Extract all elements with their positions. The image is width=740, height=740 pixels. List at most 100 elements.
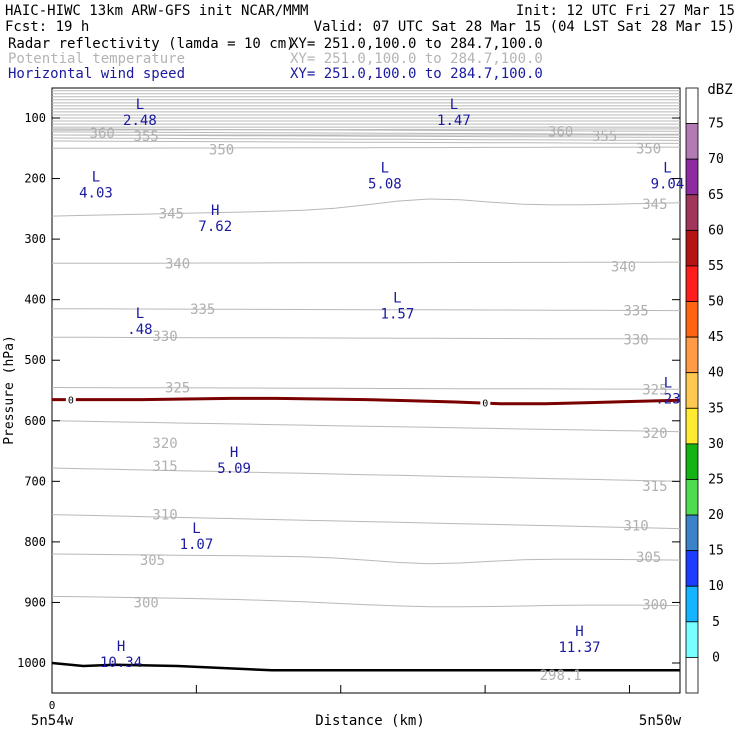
colorbar-level-label: 25 xyxy=(708,472,724,487)
theta-label: 298.1 xyxy=(540,668,582,684)
y-tick-label: 200 xyxy=(24,172,46,186)
colorbar-level-label: 60 xyxy=(708,223,724,238)
wind-extremum-kind: L xyxy=(393,291,401,307)
y-tick-label: 800 xyxy=(24,535,46,549)
zero-label-bg xyxy=(65,393,76,405)
plot-area: 360 355 350 345 340 335 330 325 320 315 310 305 300 3… xyxy=(17,87,685,694)
theta-label: 310 xyxy=(152,508,177,524)
theta-label: 360 xyxy=(90,126,115,142)
chart-title: HAIC-HIWC 13km ARW-GFS init NCAR/MMM xyxy=(5,3,308,19)
colorbar-swatch xyxy=(685,123,699,160)
theta-contour-line xyxy=(51,336,681,340)
colorbar-swatch xyxy=(685,372,699,409)
wind-extremum-kind: H xyxy=(230,445,238,461)
colorbar-swatch xyxy=(685,194,699,231)
colorbar-swatch xyxy=(685,229,699,267)
theta-contour-line xyxy=(52,261,681,264)
colorbar-level-label: 10 xyxy=(708,579,724,594)
colorbar-level-label: 70 xyxy=(708,152,724,167)
zero-contour-label: 0 xyxy=(482,399,488,410)
theta-contour-line xyxy=(51,128,681,132)
theta-contour-line xyxy=(51,131,681,135)
colorbar-swatch xyxy=(685,443,699,480)
field-name-theta: Potential temperature xyxy=(8,51,185,67)
theta-contour-line xyxy=(51,198,681,217)
zero-label-bg xyxy=(480,396,491,408)
theta-contour-line xyxy=(52,128,681,131)
theta-label: 315 xyxy=(642,479,667,495)
field-xy-theta: XY= 251.0,100.0 to 284.7,100.0 xyxy=(290,51,543,67)
wind-extremum-value: 1.47 xyxy=(437,113,471,129)
x-left-label: 5n54w xyxy=(31,713,74,729)
theta-label: 300 xyxy=(642,597,667,613)
colorbar-level-label: 50 xyxy=(708,295,724,310)
theta-contour-line xyxy=(51,387,681,390)
y-tick-label: 900 xyxy=(24,595,46,609)
terrain-line xyxy=(51,661,680,672)
y-tick-label: 400 xyxy=(24,293,46,307)
colorbar-level-label: 75 xyxy=(708,117,724,132)
theta-label: 340 xyxy=(611,259,636,275)
colorbar-swatch xyxy=(685,621,699,658)
zero-contour-label: 0 xyxy=(68,396,74,407)
wind-extremum-value: 1.57 xyxy=(381,307,415,323)
colorbar-swatch xyxy=(685,407,699,445)
colorbar-swatch xyxy=(685,87,699,124)
colorbar-swatch xyxy=(685,657,699,694)
colorbar-level-label: 55 xyxy=(708,259,724,274)
wind-extremum-value: 4.03 xyxy=(79,186,113,202)
forecast-hour: Fcst: 19 h xyxy=(5,19,89,35)
wind-extremum-kind: L xyxy=(192,521,200,537)
wind-extremum-value: 1.07 xyxy=(180,537,214,553)
y-tick-label: 300 xyxy=(24,232,46,246)
x-right-label: 5n50w xyxy=(639,713,682,729)
field-name-reflectivity: Radar reflectivity (lamda = 10 cm) xyxy=(8,36,295,52)
y-axis: 100 200 300 400 500 600 700 800 900 1000 xyxy=(17,111,680,670)
colorbar-level-label: 35 xyxy=(708,401,724,416)
theta-label: 325 xyxy=(642,382,667,398)
wind-extremum-value: 2.48 xyxy=(123,113,157,129)
theta-contour-line xyxy=(51,420,681,433)
theta-label: 320 xyxy=(152,436,177,452)
zero-dbz-line xyxy=(52,396,681,406)
wind-extremum-kind: L xyxy=(663,161,671,177)
theta-label: 340 xyxy=(165,256,190,272)
wind-extremum-value: 5.09 xyxy=(217,461,251,477)
theta-label: 345 xyxy=(159,207,184,223)
wind-extremum-value: 9.04 xyxy=(651,177,685,193)
theta-contour-line xyxy=(51,140,681,144)
contour-labels: 360 355 350 345 340 335 330 325 320 315 310 305 300 3… xyxy=(65,97,685,684)
colorbar-swatch xyxy=(685,265,699,302)
wind-extremum-kind: L xyxy=(664,376,672,392)
colorbar-level-label: 40 xyxy=(708,366,724,381)
theta-label: 325 xyxy=(165,380,190,396)
theta-label: 330 xyxy=(623,333,648,349)
colorbar-swatch xyxy=(685,514,699,552)
x-axis xyxy=(195,685,630,693)
theta-label: 330 xyxy=(152,329,177,345)
theta-contour-line xyxy=(51,137,681,141)
wind-extremum-kind: L xyxy=(450,97,458,113)
plot-frame xyxy=(51,87,681,694)
theta-label: 355 xyxy=(134,129,159,145)
wind-extremum-kind: L xyxy=(136,97,144,113)
theta-label: 320 xyxy=(642,426,667,442)
x-origin-label: 0 xyxy=(49,699,56,712)
wind-extremum-kind: H xyxy=(211,203,219,219)
y-tick-label: 1000 xyxy=(17,656,46,670)
colorbar-swatch xyxy=(685,301,699,338)
theta-label: 355 xyxy=(592,129,617,145)
wind-extremum-value: .23 xyxy=(655,392,680,408)
theta-contour-line xyxy=(51,467,681,482)
wind-extremum-kind: L xyxy=(92,170,100,186)
theta-label: 350 xyxy=(636,141,661,157)
theta-label: 360 xyxy=(548,124,573,140)
colorbar-swatch xyxy=(685,158,699,196)
colorbar-swatch xyxy=(685,336,699,374)
x-axis-label: Distance (km) xyxy=(315,713,425,729)
theta-label: 335 xyxy=(190,302,215,318)
theta-contour-line xyxy=(51,514,681,530)
zero-dbz-contour xyxy=(52,396,681,406)
